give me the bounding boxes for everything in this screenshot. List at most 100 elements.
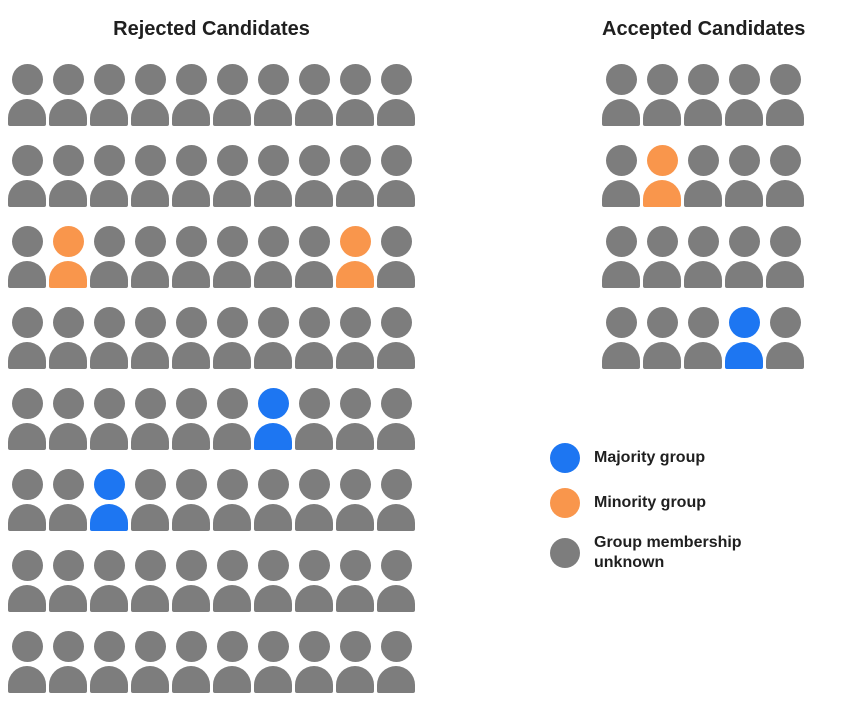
person-icon-unknown: [172, 64, 210, 126]
person-icon-unknown: [725, 226, 763, 288]
person-icon-unknown: [295, 64, 333, 126]
person-icon-unknown: [8, 388, 46, 450]
person-icon-majority: [90, 469, 128, 531]
person-icon-unknown: [172, 307, 210, 369]
rejected-candidates-title: Rejected Candidates: [113, 18, 310, 40]
legend-item-minority: Minority group: [550, 488, 769, 518]
person-icon-majority: [254, 388, 292, 450]
rejected-candidates-panel: Rejected Candidates: [8, 16, 415, 693]
person-icon-unknown: [766, 145, 804, 207]
person-icon-unknown: [336, 145, 374, 207]
person-icon-unknown: [602, 307, 640, 369]
person-icon-unknown: [377, 64, 415, 126]
person-icon-unknown: [295, 631, 333, 693]
person-icon-unknown: [295, 469, 333, 531]
person-icon-unknown: [213, 145, 251, 207]
person-icon-minority: [336, 226, 374, 288]
person-icon-unknown: [336, 307, 374, 369]
legend-label-majority: Majority group: [594, 449, 706, 466]
legend-item-majority: Majority group: [550, 443, 769, 473]
person-icon-unknown: [49, 469, 87, 531]
person-icon-unknown: [8, 64, 46, 126]
person-icon-unknown: [131, 388, 169, 450]
person-icon-unknown: [602, 64, 640, 126]
person-icon-unknown: [336, 469, 374, 531]
person-icon-unknown: [377, 469, 415, 531]
person-icon-unknown: [254, 145, 292, 207]
person-icon-unknown: [684, 64, 722, 126]
person-icon-unknown: [766, 64, 804, 126]
person-icon-unknown: [8, 469, 46, 531]
person-icon-unknown: [172, 388, 210, 450]
person-icon-unknown: [90, 145, 128, 207]
person-icon-unknown: [49, 145, 87, 207]
person-icon-unknown: [725, 145, 763, 207]
person-icon-unknown: [131, 226, 169, 288]
person-icon-unknown: [213, 388, 251, 450]
person-icon-unknown: [90, 388, 128, 450]
person-icon-unknown: [172, 550, 210, 612]
person-icon-unknown: [213, 631, 251, 693]
person-icon-minority: [49, 226, 87, 288]
person-icon-unknown: [336, 550, 374, 612]
person-icon-unknown: [254, 631, 292, 693]
person-icon-unknown: [90, 550, 128, 612]
person-icon-unknown: [295, 388, 333, 450]
person-icon-unknown: [377, 631, 415, 693]
person-icon-unknown: [131, 64, 169, 126]
accepted-candidates-panel: Accepted Candidates: [602, 16, 806, 369]
person-icon-unknown: [172, 226, 210, 288]
person-icon-unknown: [377, 550, 415, 612]
person-icon-unknown: [254, 550, 292, 612]
person-icon-unknown: [254, 307, 292, 369]
person-icon-unknown: [766, 226, 804, 288]
person-icon-unknown: [725, 64, 763, 126]
person-icon-unknown: [295, 307, 333, 369]
person-icon-unknown: [8, 307, 46, 369]
legend-label-unknown: Group membership unknown: [594, 534, 742, 571]
person-icon-unknown: [8, 226, 46, 288]
person-icon-unknown: [254, 64, 292, 126]
person-icon-unknown: [90, 64, 128, 126]
person-icon-unknown: [377, 307, 415, 369]
person-icon-unknown: [213, 307, 251, 369]
person-icon-unknown: [377, 145, 415, 207]
person-icon-unknown: [90, 226, 128, 288]
person-icon-unknown: [49, 64, 87, 126]
person-icon-unknown: [684, 145, 722, 207]
person-icon-unknown: [49, 307, 87, 369]
accepted-candidates-title: Accepted Candidates: [602, 18, 806, 40]
person-icon-unknown: [684, 307, 722, 369]
person-icon-unknown: [295, 550, 333, 612]
person-icon-unknown: [336, 64, 374, 126]
rejected-candidates-grid: [8, 64, 415, 693]
majority-group-swatch-icon: [550, 443, 580, 473]
person-icon-unknown: [684, 226, 722, 288]
person-icon-unknown: [377, 226, 415, 288]
unknown-group-swatch-icon: [550, 538, 580, 568]
person-icon-unknown: [602, 145, 640, 207]
person-icon-unknown: [254, 469, 292, 531]
person-icon-unknown: [8, 631, 46, 693]
person-icon-unknown: [49, 388, 87, 450]
person-icon-unknown: [131, 469, 169, 531]
person-icon-unknown: [377, 388, 415, 450]
person-icon-unknown: [602, 226, 640, 288]
person-icon-unknown: [213, 469, 251, 531]
person-icon-unknown: [90, 631, 128, 693]
person-icon-majority: [725, 307, 763, 369]
minority-group-swatch-icon: [550, 488, 580, 518]
person-icon-minority: [643, 145, 681, 207]
person-icon-unknown: [172, 631, 210, 693]
person-icon-unknown: [295, 226, 333, 288]
person-icon-unknown: [336, 631, 374, 693]
person-icon-unknown: [49, 631, 87, 693]
person-icon-unknown: [131, 307, 169, 369]
legend: Majority group Minority group Group memb…: [550, 443, 769, 573]
person-icon-unknown: [131, 550, 169, 612]
legend-item-unknown: Group membership unknown: [550, 533, 769, 573]
person-icon-unknown: [172, 469, 210, 531]
person-icon-unknown: [8, 145, 46, 207]
person-icon-unknown: [90, 307, 128, 369]
person-icon-unknown: [49, 550, 87, 612]
